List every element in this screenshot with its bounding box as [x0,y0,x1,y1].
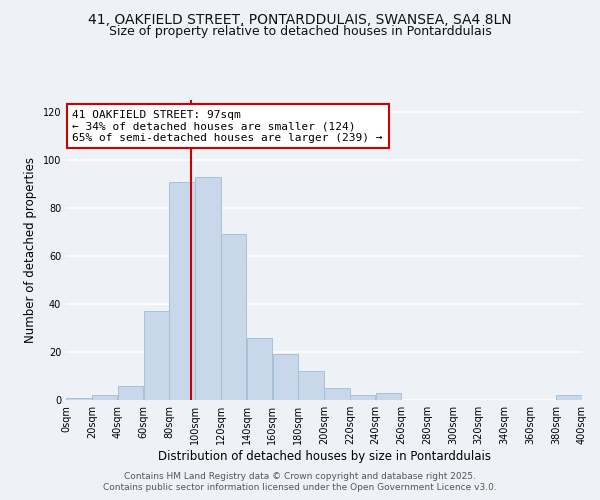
Text: 41, OAKFIELD STREET, PONTARDDULAIS, SWANSEA, SA4 8LN: 41, OAKFIELD STREET, PONTARDDULAIS, SWAN… [88,12,512,26]
Bar [272,354,298,400]
Text: 41 OAKFIELD STREET: 97sqm
← 34% of detached houses are smaller (124)
65% of semi: 41 OAKFIELD STREET: 97sqm ← 34% of detac… [73,110,383,143]
Bar [324,388,350,400]
Bar [143,311,169,400]
Bar [92,395,118,400]
Bar [247,338,272,400]
Text: Contains public sector information licensed under the Open Government Licence v3: Contains public sector information licen… [103,484,497,492]
Bar [195,177,221,400]
X-axis label: Distribution of detached houses by size in Pontarddulais: Distribution of detached houses by size … [157,450,491,463]
Y-axis label: Number of detached properties: Number of detached properties [24,157,37,343]
Text: Contains HM Land Registry data © Crown copyright and database right 2025.: Contains HM Land Registry data © Crown c… [124,472,476,481]
Bar [298,371,324,400]
Bar [169,182,195,400]
Bar [66,398,92,400]
Bar [556,395,582,400]
Bar [350,395,376,400]
Bar [118,386,143,400]
Text: Size of property relative to detached houses in Pontarddulais: Size of property relative to detached ho… [109,25,491,38]
Bar [221,234,247,400]
Bar [376,393,401,400]
